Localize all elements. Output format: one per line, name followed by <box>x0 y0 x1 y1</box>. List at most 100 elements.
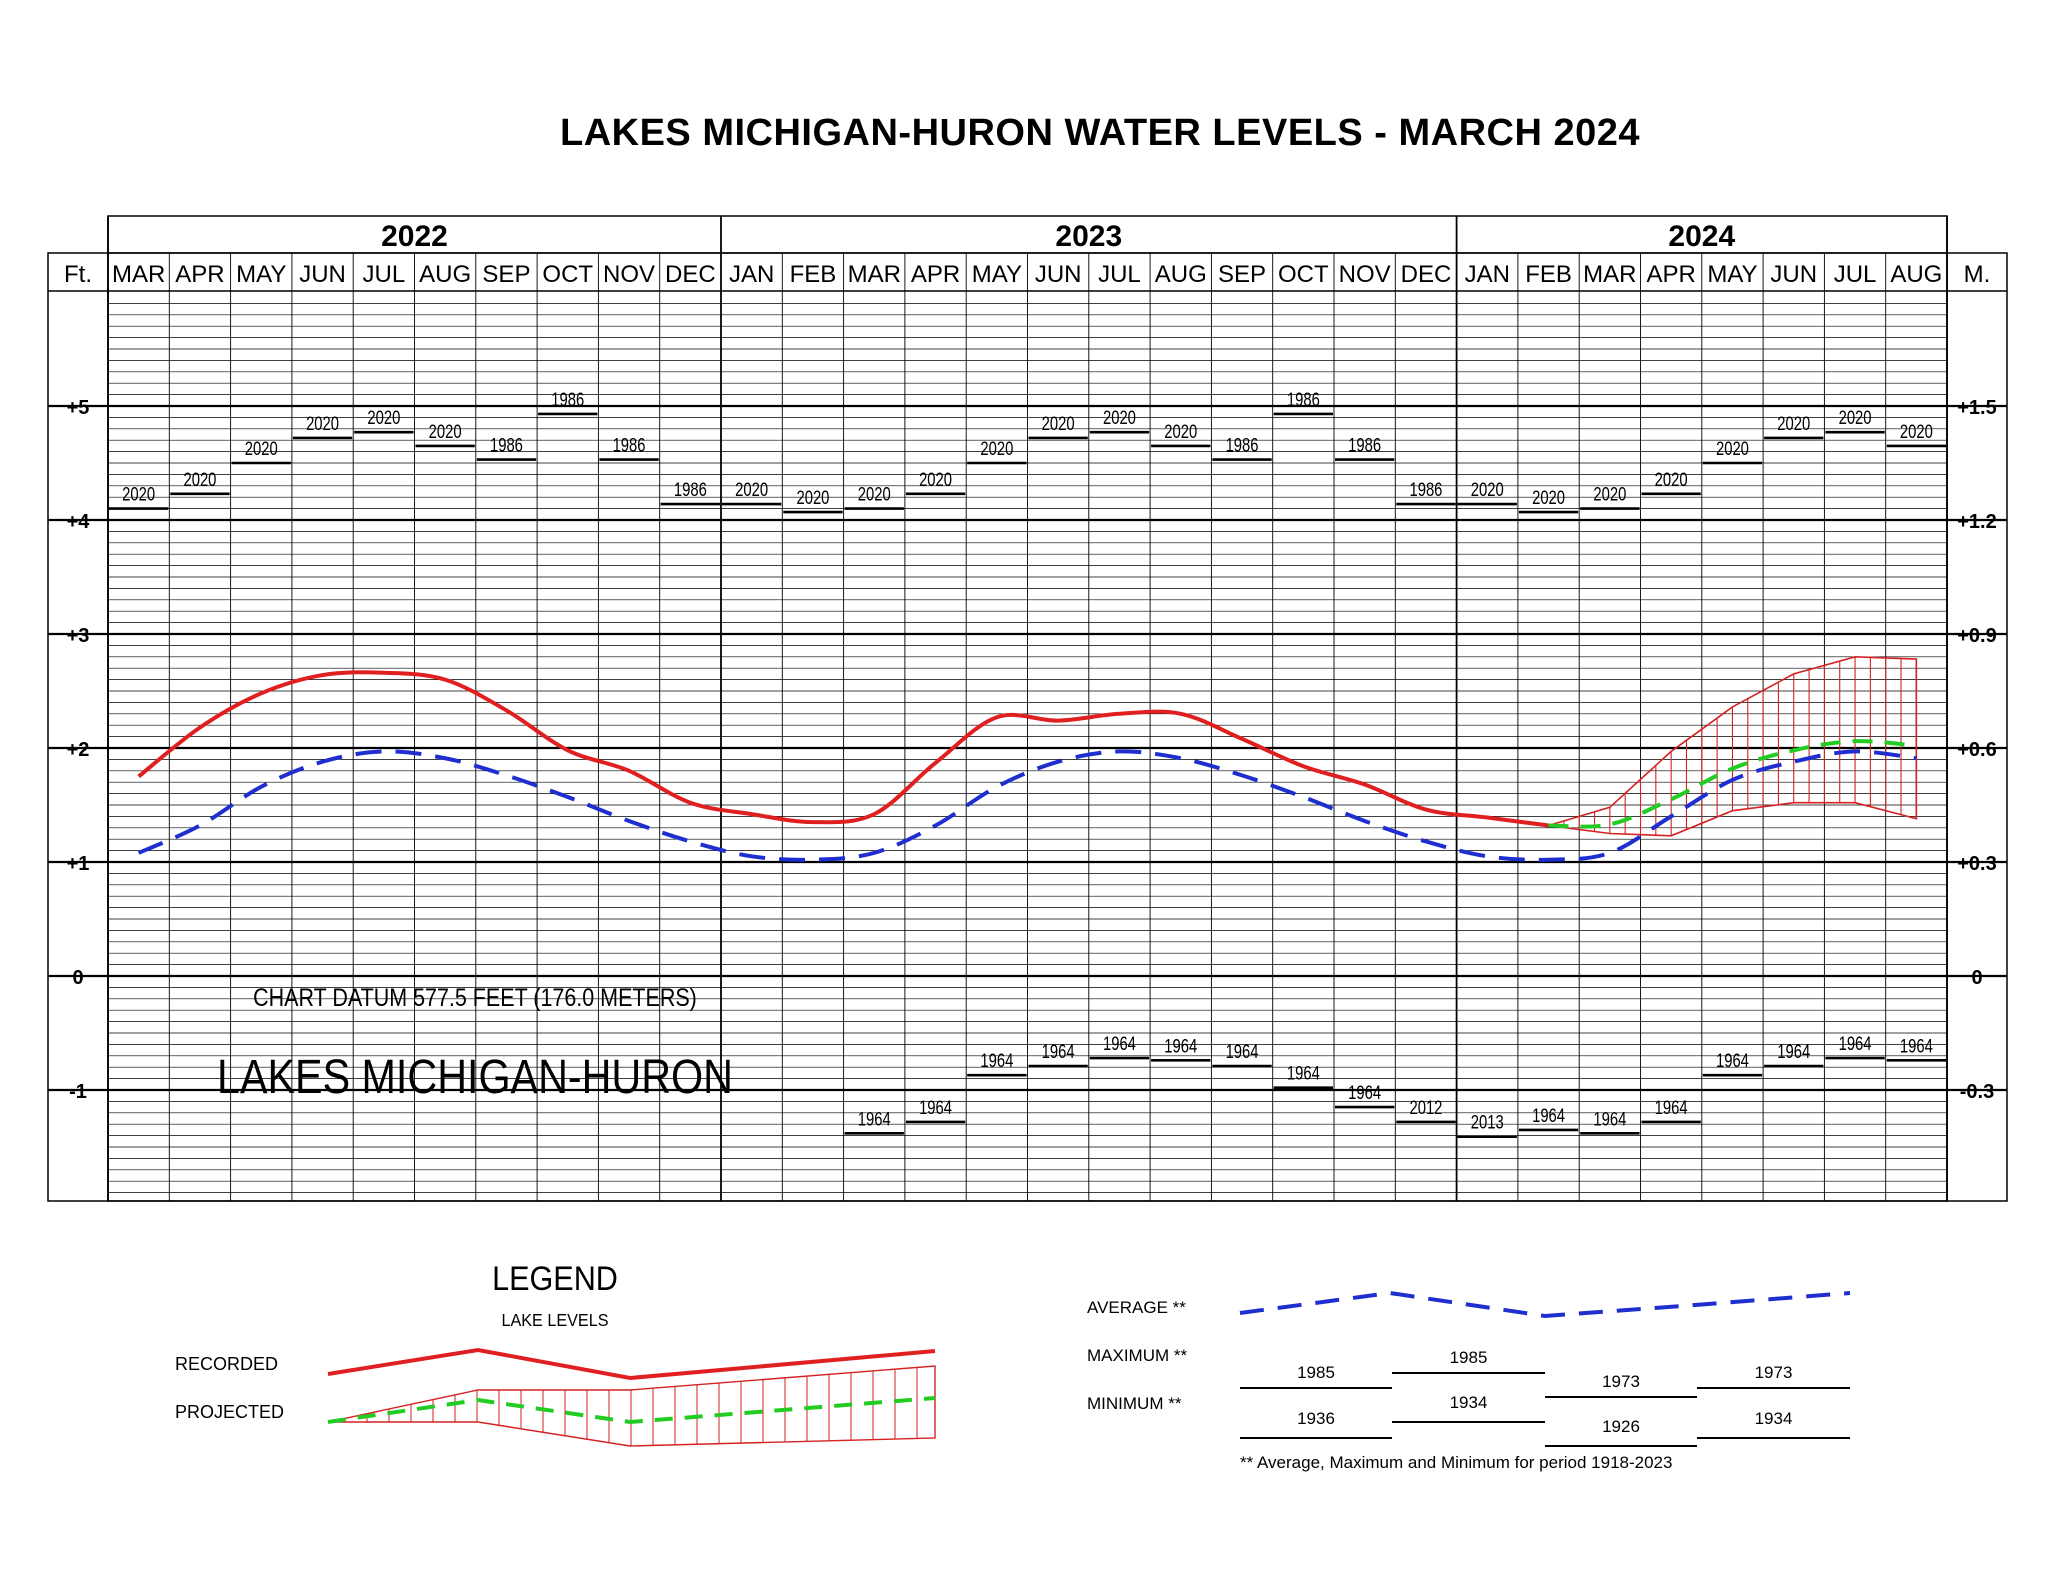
min-record-year: 1964 <box>980 1050 1013 1071</box>
lake-name-label: LAKES MICHIGAN-HURON <box>217 1050 733 1104</box>
y-tick-label-ft: +1 <box>67 853 90 875</box>
year-label: 2022 <box>381 220 448 253</box>
y-tick-label-m: +0.9 <box>1957 625 1996 647</box>
legend-title: LEGEND <box>492 1260 618 1298</box>
legend-min-year: 1936 <box>1297 1409 1335 1428</box>
month-label: JAN <box>729 261 774 288</box>
month-label: OCT <box>542 261 593 288</box>
min-record-year: 1964 <box>1900 1036 1933 1057</box>
max-record-year: 1986 <box>674 479 707 500</box>
legend-max-year: 1985 <box>1297 1363 1335 1382</box>
month-label: OCT <box>1278 261 1329 288</box>
month-label: MAY <box>1707 261 1757 288</box>
max-record-year: 1986 <box>1226 435 1259 456</box>
min-record-year: 1964 <box>1593 1109 1626 1130</box>
year-label: 2024 <box>1668 220 1735 253</box>
max-record-year: 2020 <box>1042 413 1075 434</box>
month-label: AUG <box>1155 261 1207 288</box>
max-record-year: 2020 <box>1164 421 1197 442</box>
max-record-year: 2020 <box>367 407 400 428</box>
max-record-year: 2020 <box>1777 413 1810 434</box>
y-tick-label-ft: +2 <box>67 739 90 761</box>
legend-min-year: 1934 <box>1755 1409 1793 1428</box>
legend-footnote: ** Average, Maximum and Minimum for peri… <box>1240 1453 1672 1472</box>
max-record-year: 2020 <box>735 479 768 500</box>
y-tick-label-m: +1.5 <box>1957 397 1996 419</box>
max-record-year: 2020 <box>1532 487 1565 508</box>
month-label: SEP <box>482 261 530 288</box>
recorded-series-line <box>137 670 1549 828</box>
min-record-year: 2013 <box>1471 1112 1504 1133</box>
legend-maximum-label: MAXIMUM ** <box>1087 1346 1188 1365</box>
min-record-year: 1964 <box>1716 1050 1749 1071</box>
month-label: AUG <box>419 261 471 288</box>
min-record-year: 1964 <box>1348 1082 1381 1103</box>
month-label: NOV <box>1339 261 1391 288</box>
max-record-year: 2020 <box>1593 484 1626 505</box>
right-unit-label: M. <box>1964 261 1991 288</box>
month-label: JUL <box>363 261 406 288</box>
month-label: APR <box>911 261 960 288</box>
month-label: NOV <box>603 261 655 288</box>
month-label: JAN <box>1465 261 1510 288</box>
max-record-year: 2020 <box>1900 421 1933 442</box>
max-record-year: 2020 <box>980 438 1013 459</box>
legend-minimum-label: MINIMUM ** <box>1087 1394 1182 1413</box>
month-label: JUL <box>1098 261 1141 288</box>
min-record-year: 1964 <box>1777 1041 1810 1062</box>
chart-title: LAKES MICHIGAN-HURON WATER LEVELS - MARC… <box>559 112 1641 154</box>
max-record-year: 2020 <box>1471 479 1504 500</box>
month-label: MAR <box>848 261 901 288</box>
min-record-year: 1964 <box>1226 1041 1259 1062</box>
y-tick-label-m: -0.3 <box>1960 1081 1994 1103</box>
legend-min-year: 1934 <box>1450 1393 1488 1412</box>
min-record-year: 1964 <box>1655 1097 1688 1118</box>
min-record-year: 1964 <box>1103 1033 1136 1054</box>
legend-recorded-label: RECORDED <box>175 1354 278 1374</box>
month-label: DEC <box>665 261 716 288</box>
legend-average-line <box>1239 1290 1851 1319</box>
legend-min-year: 1926 <box>1602 1417 1640 1436</box>
max-record-year: 2020 <box>796 487 829 508</box>
month-label: APR <box>1646 261 1695 288</box>
year-label: 2023 <box>1055 220 1122 253</box>
legend-projected-line <box>327 1396 936 1425</box>
month-label: AUG <box>1890 261 1942 288</box>
min-record-year: 1964 <box>1042 1041 1075 1062</box>
max-record-year: 1986 <box>490 435 523 456</box>
y-tick-label-ft: +4 <box>67 511 91 533</box>
y-tick-label-ft: -1 <box>69 1081 87 1103</box>
max-record-year: 2020 <box>429 421 462 442</box>
month-label: SEP <box>1218 261 1266 288</box>
min-record-year: 1964 <box>1839 1033 1872 1054</box>
month-label: APR <box>175 261 224 288</box>
month-label: DEC <box>1401 261 1452 288</box>
month-label: JUN <box>1035 261 1082 288</box>
y-tick-label-ft: +5 <box>67 397 90 419</box>
average-series-line <box>137 749 1917 862</box>
projected-series-line <box>1548 739 1917 829</box>
y-tick-label-m: +1.2 <box>1957 511 1996 533</box>
month-label: MAR <box>1583 261 1636 288</box>
max-record-year: 2020 <box>1655 469 1688 490</box>
month-label: JUN <box>1770 261 1817 288</box>
max-record-year: 2020 <box>306 413 339 434</box>
max-record-year: 2020 <box>858 484 891 505</box>
month-label: MAR <box>112 261 165 288</box>
max-record-year: 2020 <box>245 438 278 459</box>
month-label: MAY <box>236 261 286 288</box>
left-unit-label: Ft. <box>64 261 92 288</box>
max-record-year: 1986 <box>1409 479 1442 500</box>
legend-max-year: 1973 <box>1602 1372 1640 1391</box>
month-label: JUL <box>1834 261 1877 288</box>
legend-subtitle: LAKE LEVELS <box>501 1310 608 1330</box>
max-record-year: 2020 <box>1103 407 1136 428</box>
y-tick-label-m: +0.3 <box>1957 853 1996 875</box>
max-record-year: 2020 <box>1716 438 1749 459</box>
min-record-year: 2012 <box>1409 1097 1442 1118</box>
min-record-year: 1964 <box>1287 1063 1320 1084</box>
legend-max-year: 1985 <box>1450 1348 1488 1367</box>
max-record-year: 2020 <box>1839 407 1872 428</box>
y-tick-label-m: +0.6 <box>1957 739 1996 761</box>
